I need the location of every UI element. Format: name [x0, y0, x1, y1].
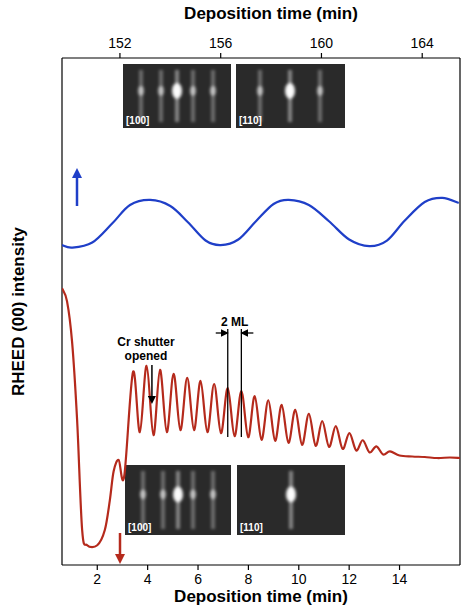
inset-label: [100] — [128, 522, 151, 533]
period-arrow — [216, 332, 227, 333]
y-axis-title: RHEED (00) intensity — [9, 226, 28, 396]
rheed-curve — [62, 198, 459, 248]
annotation-arrow — [151, 365, 153, 402]
rheed-image: [110] — [237, 465, 345, 535]
x-tick-label: 14 — [392, 571, 408, 587]
x-tick-label: 4 — [144, 571, 152, 587]
image-ground — [237, 465, 345, 535]
streak-spot — [160, 489, 166, 499]
x-tick — [298, 565, 299, 570]
streak — [159, 70, 163, 122]
streak — [211, 471, 215, 529]
x2-tick-label: 156 — [209, 35, 233, 51]
x-tick-label: 6 — [194, 571, 202, 587]
chart: 2 4 6 8 10 12 14 152 156 160 164 Deposition time (m… — [0, 0, 466, 611]
image-ground — [123, 64, 231, 128]
inset-label: [110] — [239, 115, 262, 126]
streak-spot — [158, 86, 164, 96]
specular-spot — [286, 486, 296, 502]
x-tick — [97, 565, 98, 570]
annotations: Cr shutteropened 2 ML — [117, 315, 253, 437]
x2-tick-label: 152 — [108, 35, 132, 51]
curves — [62, 198, 460, 547]
streak — [191, 70, 195, 122]
red-arrowhead — [115, 554, 125, 564]
insets: [100] [110] [100] [110] — [123, 64, 345, 535]
y-axis-line — [61, 58, 62, 565]
x2-tick — [321, 53, 322, 58]
right-frame — [459, 58, 460, 565]
x2-axis-title: Deposition time (min) — [184, 4, 358, 23]
streak-spot — [190, 489, 196, 499]
rheed-image: [100] — [125, 465, 231, 535]
streak-spot — [190, 86, 196, 96]
label-ground — [220, 315, 249, 329]
x-tick — [147, 565, 148, 570]
red-arrow — [119, 533, 122, 556]
period-arrow — [242, 332, 253, 333]
x-tick-label: 12 — [341, 571, 357, 587]
x-tick — [248, 565, 249, 570]
streak — [191, 471, 195, 529]
x2-tick-label: 160 — [310, 35, 334, 51]
x2-axis-line — [62, 57, 460, 58]
annotation: Cr shutteropened — [117, 335, 175, 363]
inset-label: [110] — [240, 522, 263, 533]
x-tick — [399, 565, 400, 570]
streak-spot — [257, 86, 263, 96]
x-axis-title: Deposition time (min) — [174, 587, 348, 606]
x-axis-line — [62, 564, 460, 565]
streak-spot — [317, 86, 323, 96]
x2-tick — [220, 53, 221, 58]
streak — [141, 471, 145, 529]
period-line — [227, 322, 228, 437]
streak-spot — [140, 489, 146, 499]
axes: 2 4 6 8 10 12 14 152 156 160 164 — [62, 35, 460, 587]
blue-arrow — [76, 176, 79, 206]
annotation: 2 ML — [221, 315, 248, 329]
rheed-curve — [62, 288, 460, 547]
x-tick-label: 8 — [245, 571, 253, 587]
x2-tick-label: 164 — [411, 35, 435, 51]
rheed-image: [100] — [123, 64, 231, 128]
streak-spot — [210, 489, 216, 499]
inset-label: [100] — [126, 115, 149, 126]
x-tick-label: 10 — [291, 571, 307, 587]
streak-spot — [138, 86, 144, 96]
specular-spot — [172, 83, 182, 99]
streak — [161, 471, 165, 529]
x-tick — [349, 565, 350, 570]
image-ground — [125, 465, 231, 535]
x2-tick — [422, 53, 423, 58]
markers — [72, 168, 125, 564]
specular-spot — [285, 83, 295, 99]
image-ground — [236, 64, 345, 128]
period-line — [241, 322, 242, 437]
x2-tick — [119, 53, 120, 58]
x-tick-label: 2 — [93, 571, 101, 587]
streak — [318, 70, 322, 122]
x-tick — [197, 565, 198, 570]
streak-spot — [210, 86, 216, 96]
specular-spot — [173, 486, 183, 502]
blue-arrowhead — [72, 168, 82, 178]
streak — [211, 70, 215, 122]
rheed-image: [110] — [236, 64, 345, 128]
